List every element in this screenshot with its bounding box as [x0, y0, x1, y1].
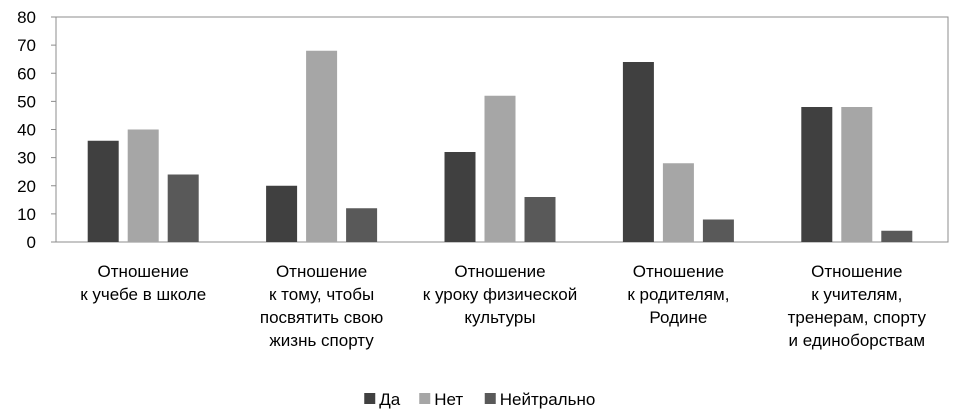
x-category-label: Отношение к учебе в школе: [80, 262, 206, 304]
legend: Да Нет Нейтрально: [364, 390, 595, 409]
bar: [127, 129, 159, 242]
bar: [266, 185, 298, 242]
x-category-label-line: Отношение: [633, 262, 724, 281]
x-category-label-line: к учебе в школе: [80, 285, 206, 304]
x-category-label-line: и единоборствам: [789, 331, 925, 350]
y-tick-label: 60: [17, 64, 36, 83]
bar: [801, 107, 833, 242]
y-tick-label: 0: [27, 233, 36, 252]
bar: [444, 152, 476, 242]
y-tick-label: 40: [17, 121, 36, 140]
x-category-label-line: жизнь спорту: [269, 331, 374, 350]
x-category-label-line: к тому, чтобы: [269, 285, 374, 304]
x-category-label: Отношение к уроку физической культуры: [423, 262, 577, 327]
y-axis: 0 10 20 30 40 50 60 70 80: [17, 8, 56, 252]
x-category-label-line: Отношение: [98, 262, 189, 281]
bar: [484, 95, 516, 242]
legend-label: Нейтрально: [500, 390, 596, 409]
y-tick-label: 50: [17, 92, 36, 111]
legend-swatch: [419, 393, 431, 404]
x-category-label-line: тренерам, спорту: [788, 308, 927, 327]
bar: [841, 107, 873, 242]
bar: [662, 163, 694, 242]
legend-swatch: [364, 393, 376, 404]
legend-item: Нейтрально: [484, 390, 596, 409]
y-tick-label: 10: [17, 205, 36, 224]
bar: [87, 140, 119, 242]
x-category-label-line: культуры: [464, 308, 535, 327]
bar: [306, 50, 338, 242]
legend-swatch: [484, 393, 496, 404]
bar: [702, 219, 734, 242]
x-category-label-line: Родине: [649, 308, 707, 327]
y-tick-label: 80: [17, 8, 36, 27]
x-category-label-line: Отношение: [454, 262, 545, 281]
y-tick-label: 30: [17, 149, 36, 168]
legend-label: Нет: [434, 390, 463, 409]
bar: [881, 230, 913, 242]
legend-label: Да: [379, 390, 401, 409]
bar: [622, 62, 654, 242]
x-category-label-line: к учителям,: [811, 285, 902, 304]
x-category-label: Отношение к тому, чтобы посвятить свою жизн…: [260, 262, 384, 350]
legend-item: Да: [364, 390, 401, 409]
bars: [87, 50, 913, 242]
legend-item: Нет: [419, 390, 463, 409]
x-category-label: Отношение к учителям, тренерам, спорту и ед…: [788, 262, 927, 350]
x-category-label: Отношение к родителям, Родине: [627, 262, 729, 327]
bar: [524, 197, 556, 242]
y-tick-label: 70: [17, 36, 36, 55]
bar: [167, 174, 199, 242]
bar: [346, 208, 378, 242]
x-axis: Отношение к учебе в школе Отношение к тому,…: [80, 262, 926, 350]
y-tick-label: 20: [17, 177, 36, 196]
x-category-label-line: посвятить свою: [260, 308, 384, 327]
x-category-label-line: Отношение: [276, 262, 367, 281]
x-category-label-line: Отношение: [811, 262, 902, 281]
x-category-label-line: к уроку физической: [423, 285, 577, 304]
x-category-label-line: к родителям,: [627, 285, 729, 304]
